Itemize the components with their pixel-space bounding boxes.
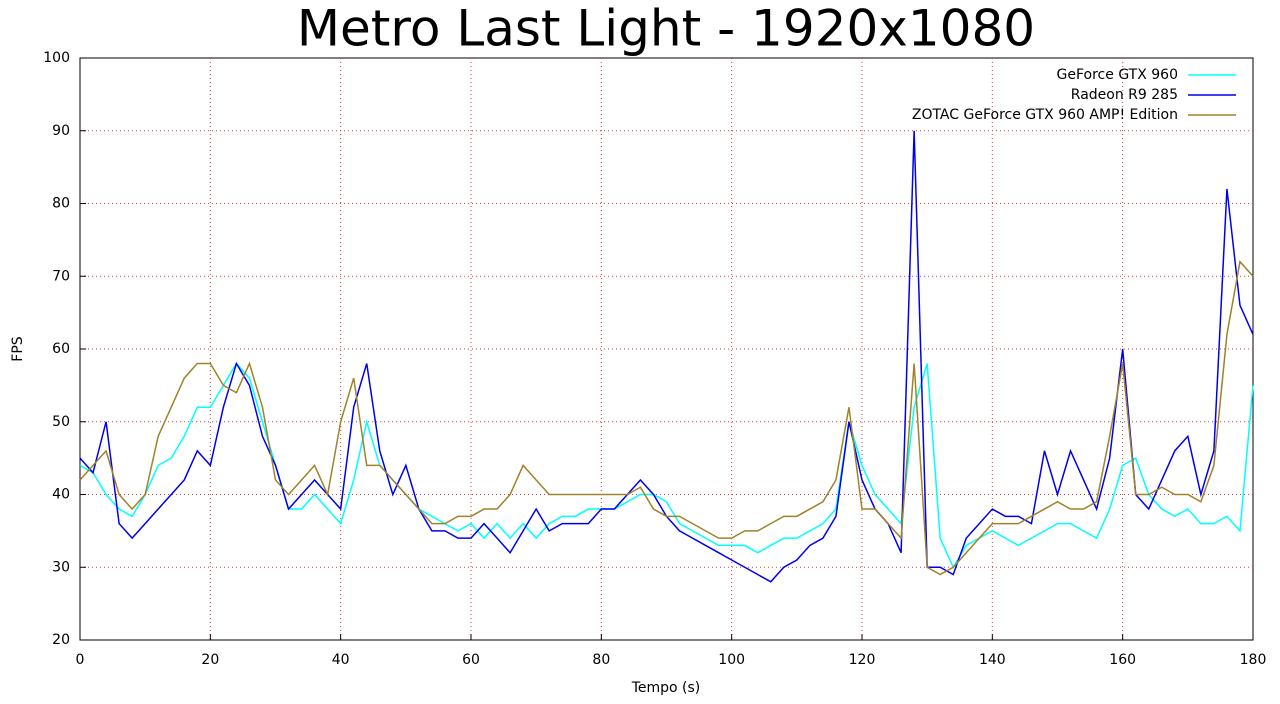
y-tick-label: 40 <box>52 487 70 503</box>
legend-label: Radeon R9 285 <box>1071 87 1178 103</box>
legend-label: ZOTAC GeForce GTX 960 AMP! Edition <box>912 107 1178 123</box>
y-tick-label: 30 <box>52 559 70 575</box>
x-tick-label: 80 <box>592 652 610 668</box>
y-axis-label: FPS <box>10 336 26 361</box>
x-tick-label: 120 <box>849 652 876 668</box>
x-tick-label: 20 <box>201 652 219 668</box>
y-tick-label: 20 <box>52 632 70 648</box>
y-tick-label: 90 <box>52 123 70 139</box>
chart-title: Metro Last Light - 1920x1080 <box>297 0 1035 58</box>
y-tick-label: 50 <box>52 414 70 430</box>
y-tick-label: 60 <box>52 341 70 357</box>
x-tick-label: 100 <box>718 652 745 668</box>
x-tick-label: 40 <box>332 652 350 668</box>
y-tick-label: 80 <box>52 196 70 212</box>
x-tick-label: 0 <box>76 652 85 668</box>
series-line <box>79 260 1254 576</box>
x-tick-label: 180 <box>1240 652 1267 668</box>
y-tick-label: 70 <box>52 268 70 284</box>
x-tick-label: 140 <box>979 652 1006 668</box>
x-tick-label: 160 <box>1109 652 1136 668</box>
plot-frame <box>79 57 1254 641</box>
legend-label: GeForce GTX 960 <box>1057 67 1178 83</box>
y-tick-label: 100 <box>43 50 70 66</box>
x-tick-label: 60 <box>462 652 480 668</box>
x-axis-label: Tempo (s) <box>631 680 701 696</box>
series-line <box>79 130 1254 583</box>
